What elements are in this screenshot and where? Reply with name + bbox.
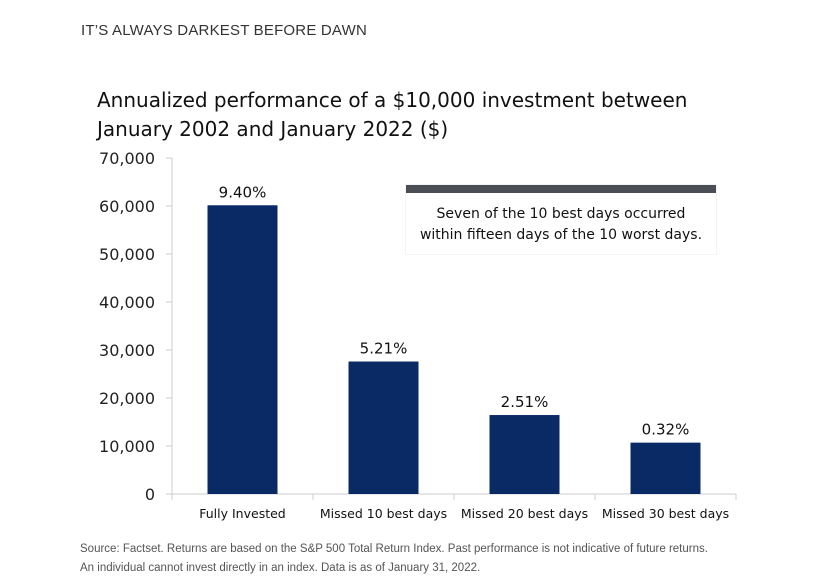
bar [207,205,278,494]
callout-accent-bar [406,185,716,193]
callout-line-1: Seven of the 10 best days occurred [436,206,686,222]
y-tick-label: 50,000 [99,245,155,264]
callout-box: Seven of the 10 best days occurred withi… [406,185,716,254]
y-tick-label: 20,000 [99,389,155,408]
data-label: 0.32% [642,421,690,439]
y-tick-label: 60,000 [99,197,155,216]
y-tick-label: 30,000 [99,341,155,360]
callout-line-2: within fifteen days of the 10 worst days… [419,227,703,243]
x-tick-label: Missed 20 best days [461,506,588,521]
x-tick-label: Missed 10 best days [320,506,447,521]
bar [630,442,701,494]
chart-title: Annualized performance of a $10,000 inve… [97,88,688,141]
x-tick-label: Missed 30 best days [602,506,729,521]
y-tick-label: 0 [145,485,155,504]
data-label: 9.40% [219,183,267,201]
source-line-2: An individual cannot invest directly in … [80,562,481,574]
callout-text: Seven of the 10 best days occurred withi… [406,204,716,246]
source-note: Source: Factset. Returns are based on th… [80,540,820,578]
y-tick-label: 10,000 [99,437,155,456]
source-line-1: Source: Factset. Returns are based on th… [80,543,708,555]
y-tick-label: 70,000 [99,149,155,168]
section-kicker: IT’S ALWAYS DARKEST BEFORE DAWN [81,22,367,39]
x-tick-label: Fully Invested [199,506,285,521]
data-label: 2.51% [501,393,549,411]
bar [348,361,419,494]
bar [489,415,560,494]
data-label: 5.21% [360,340,408,358]
y-tick-label: 40,000 [99,293,155,312]
